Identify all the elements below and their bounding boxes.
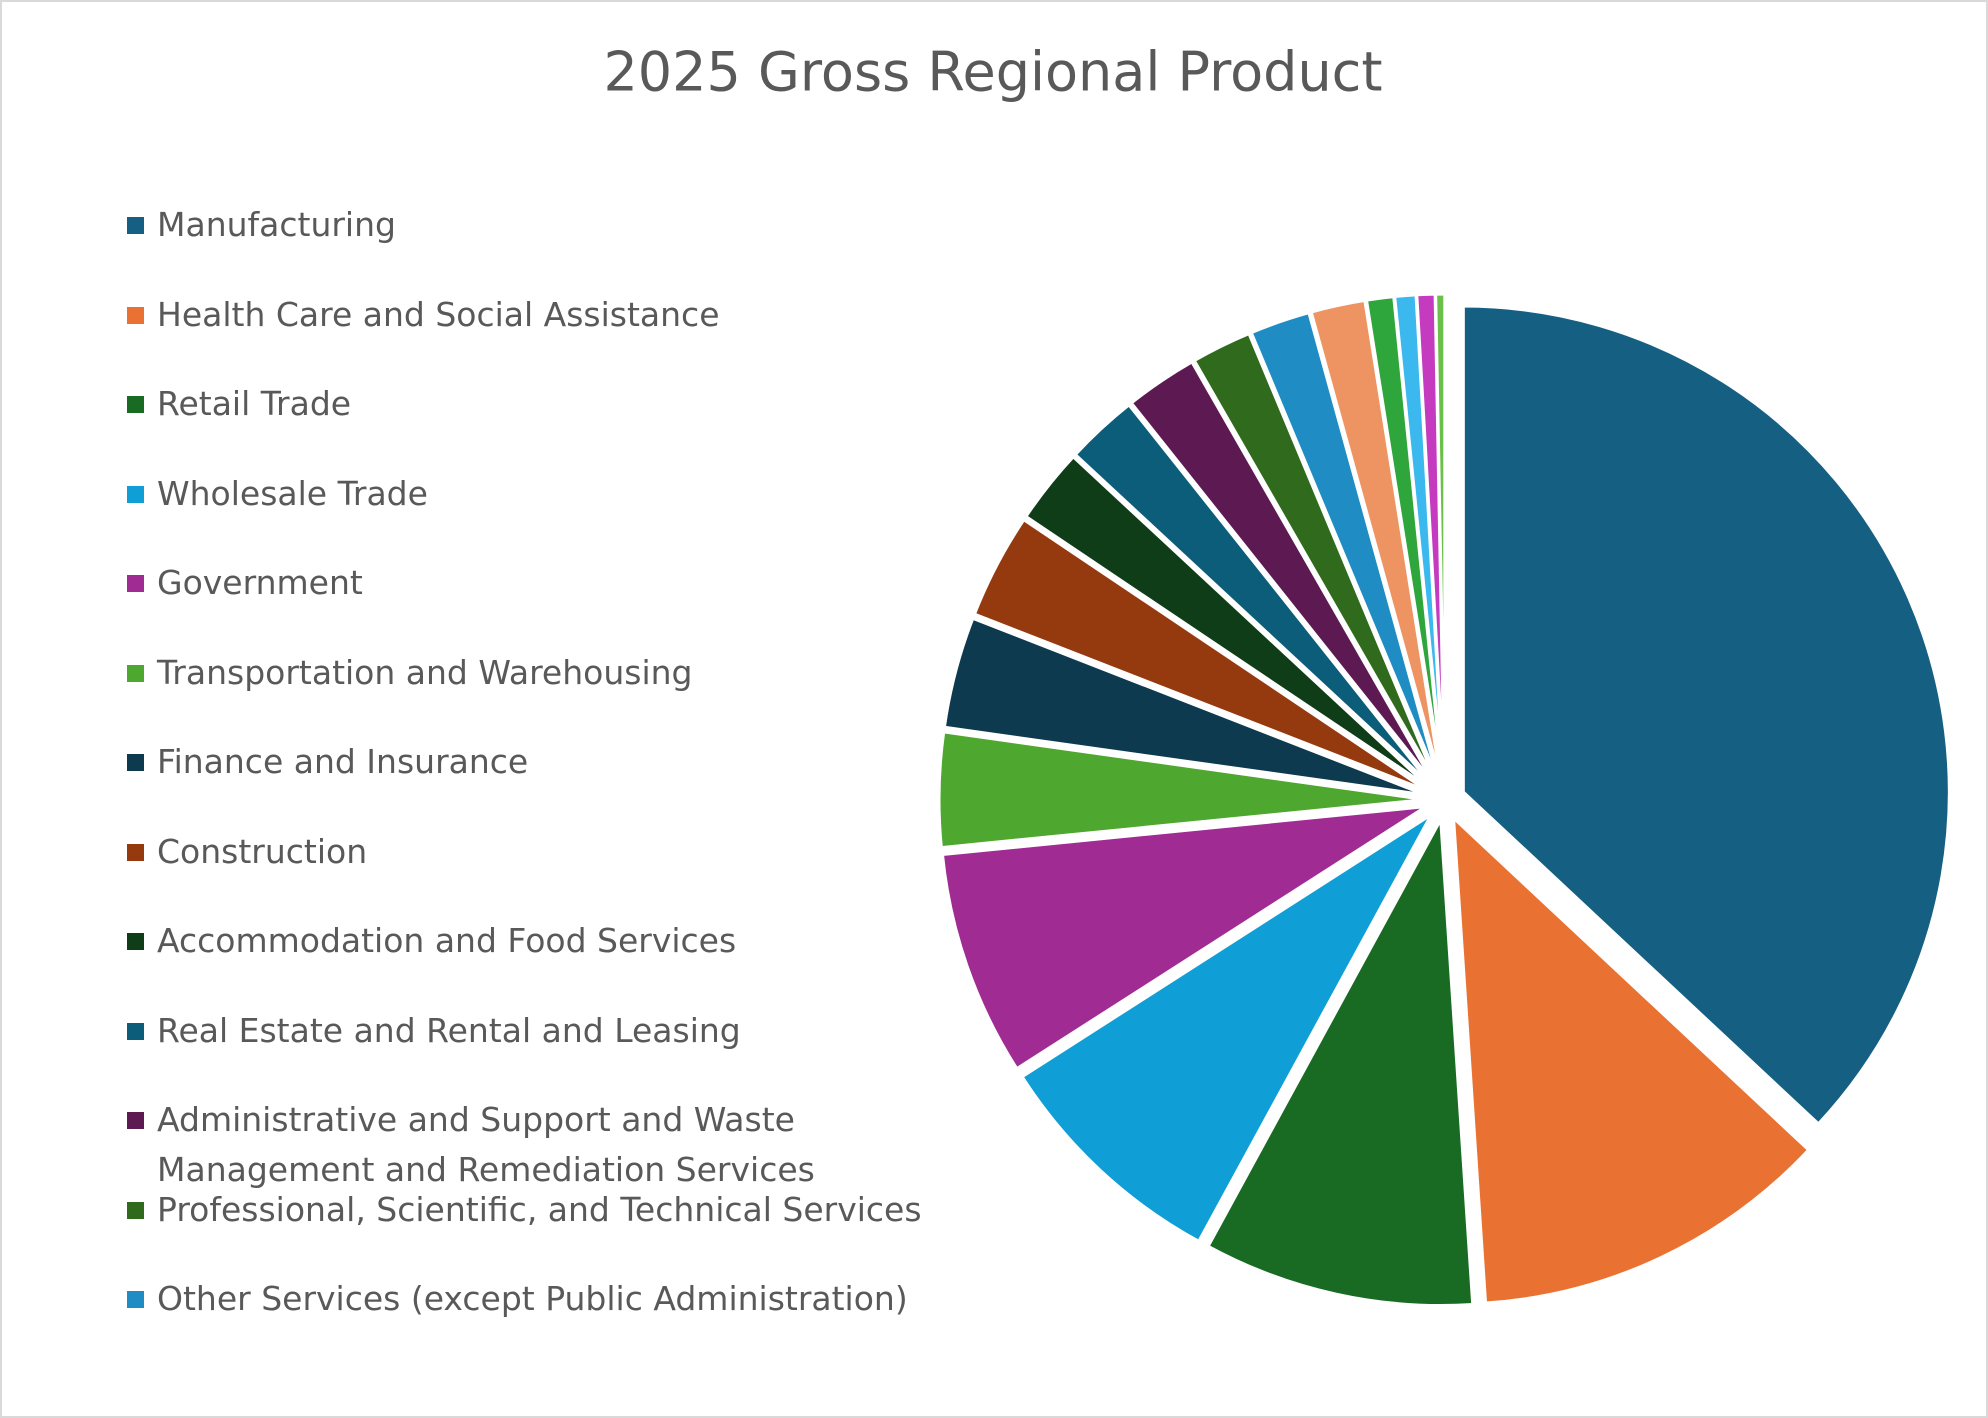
legend-item: Other Services (except Public Administra… (127, 1274, 927, 1364)
pie-slice (940, 805, 1427, 1071)
chart-title: 2025 Gross Regional Product (603, 41, 1382, 104)
legend-swatch (127, 1112, 144, 1129)
legend-item: Professional, Scientific, and Technical … (127, 1185, 927, 1275)
legend-swatch (127, 575, 144, 592)
legend-swatch (127, 933, 144, 950)
legend-item: Wholesale Trade (127, 469, 927, 559)
legend-label: Manufacturing (157, 205, 396, 244)
legend-item: Government (127, 558, 927, 648)
pie-slice (1129, 359, 1436, 785)
legend-item: Retail Trade (127, 379, 927, 469)
pie-slice (942, 616, 1427, 797)
legend-item: Real Estate and Rental and Leasing (127, 1006, 927, 1096)
pie-slice (1023, 454, 1431, 789)
pie-slice (1249, 310, 1440, 782)
legend-label: Retail Trade (157, 384, 352, 423)
legend-label: Administrative and Support and Waste Man… (157, 1100, 815, 1189)
pie-slice (972, 517, 1429, 793)
legend-swatch (127, 306, 144, 324)
legend-label: Real Estate and Rental and Leasing (157, 1010, 741, 1050)
legend-swatch (127, 664, 144, 682)
pie-slice (1461, 304, 1951, 1127)
pie-slice (1192, 331, 1438, 783)
legend-label: Accommodation and Food Services (157, 921, 737, 960)
legend-swatch (127, 1022, 144, 1040)
legend-item: Finance and Insurance (127, 737, 927, 827)
legend-label: Wholesale Trade (157, 473, 428, 513)
legend-label: Construction (157, 831, 368, 871)
pie-slice (1206, 814, 1475, 1308)
pie-slice (1309, 298, 1443, 781)
legend-item: Manufacturing (127, 200, 927, 290)
legend-swatch (127, 754, 144, 771)
legend-label: Government (157, 563, 363, 602)
pie-slice (1073, 402, 1433, 787)
legend-swatch (127, 1201, 144, 1219)
legend-label: Health Care and Social Assistance (157, 294, 720, 334)
legend-item: Transportation and Warehousing (127, 648, 927, 738)
legend-swatch (127, 485, 144, 503)
pie-slice (1434, 292, 1447, 781)
legend-swatch (127, 1291, 144, 1308)
pie-slice (1451, 814, 1811, 1305)
legend-label: Other Services (except Public Administra… (157, 1279, 908, 1318)
legend-swatch (127, 396, 144, 413)
legend-label: Finance and Insurance (157, 742, 529, 781)
legend-label: Professional, Scientific, and Technical … (157, 1189, 922, 1229)
legend-label: Transportation and Warehousing (157, 652, 693, 692)
pie-slice (937, 730, 1426, 850)
legend-item: Accommodation and Food Services (127, 916, 927, 1006)
legend-item: Construction (127, 827, 927, 917)
legend-swatch (127, 843, 144, 861)
legend-item: Health Care and Social Assistance (127, 290, 927, 380)
legend-item: Administrative and Support and Waste Man… (127, 1095, 927, 1189)
pie-slice (1020, 813, 1433, 1244)
legend-swatch (127, 217, 144, 234)
